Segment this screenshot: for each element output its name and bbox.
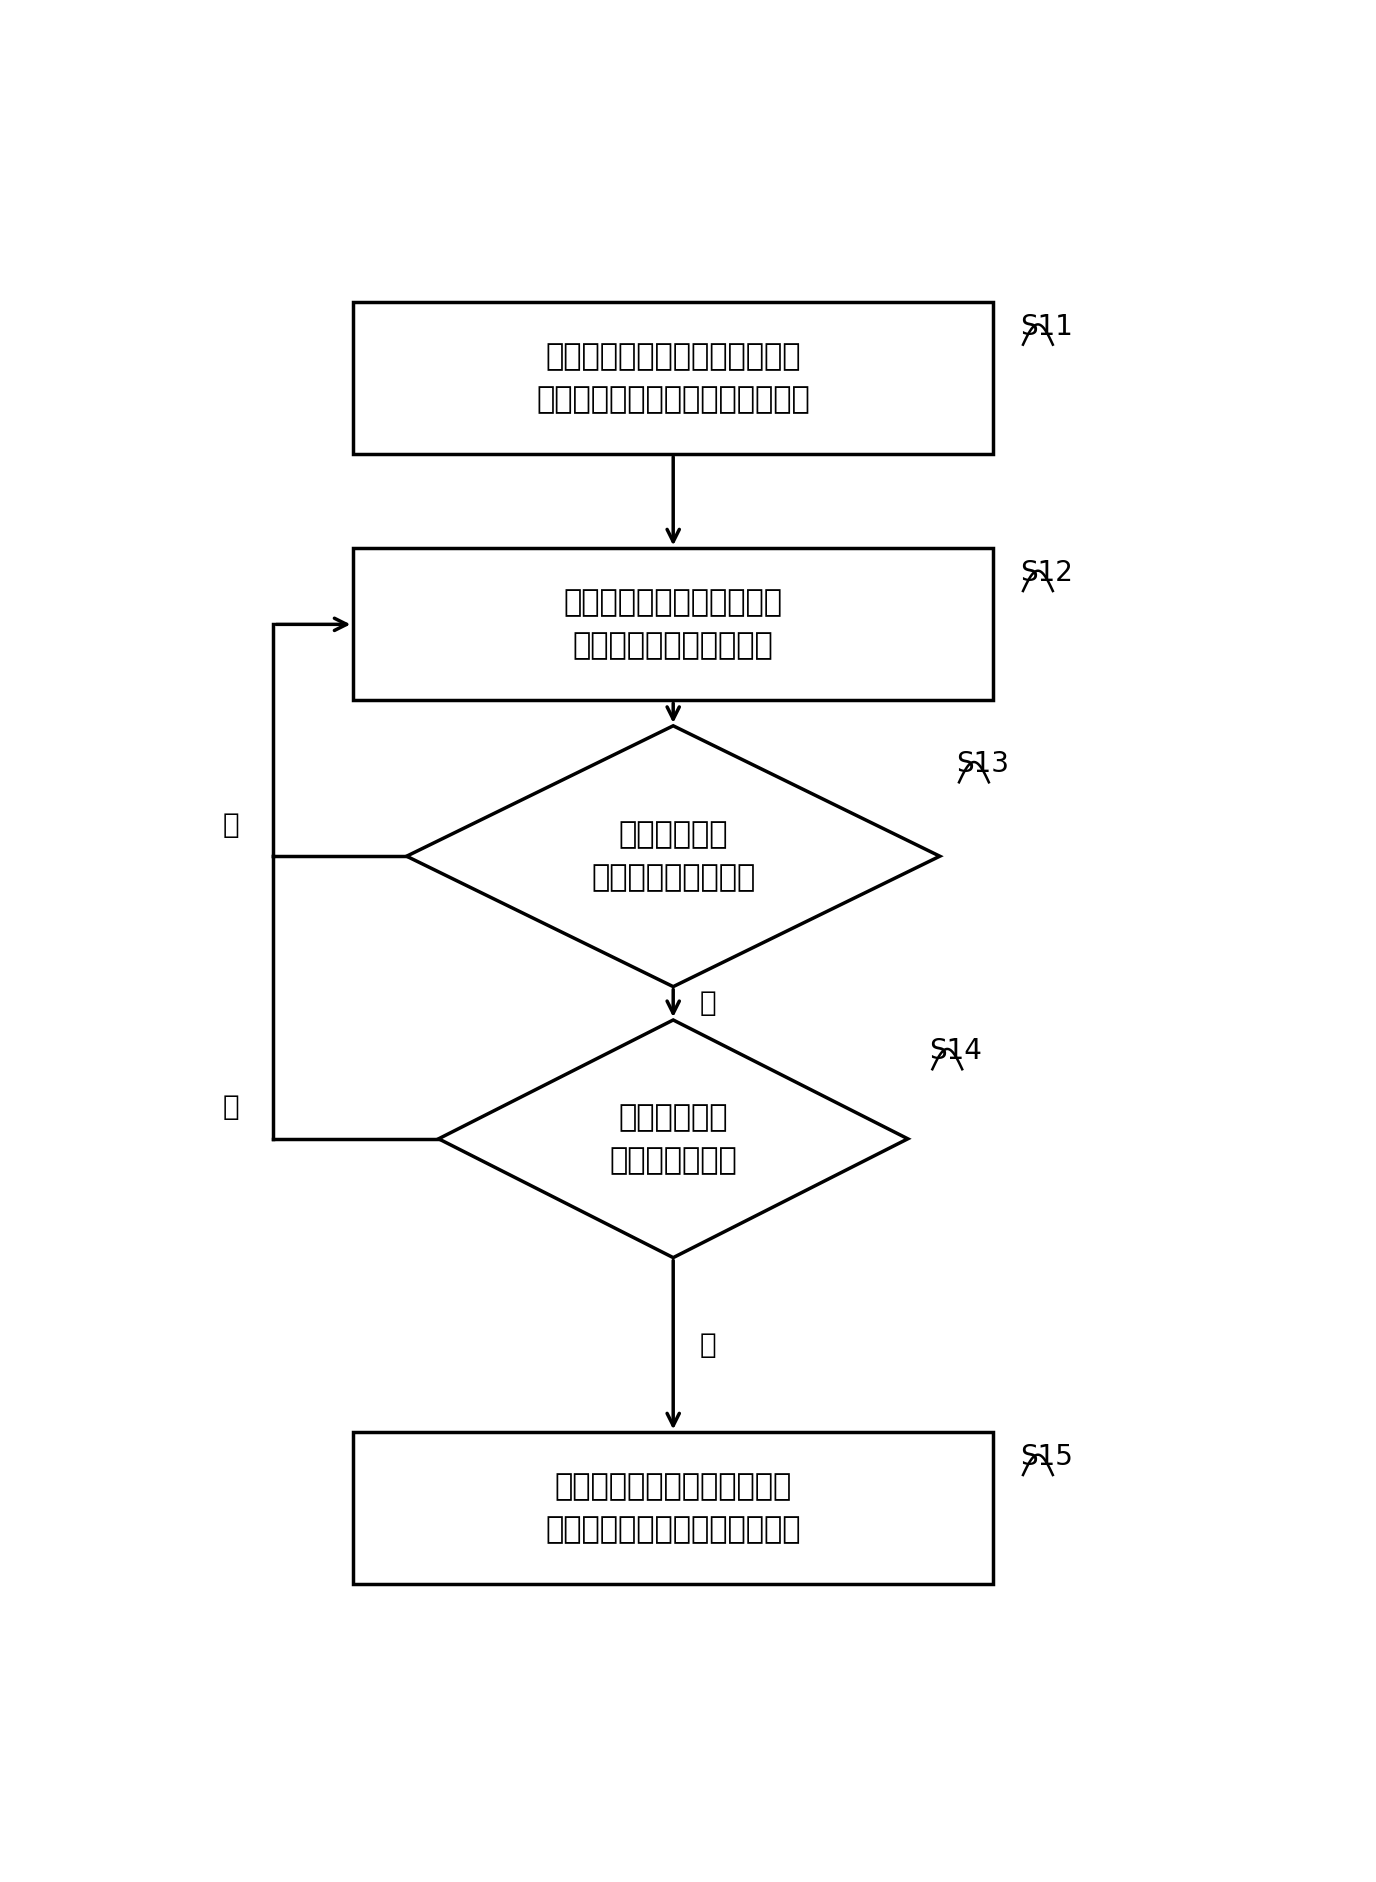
Text: 打开第一网络模式进行工作，
并断开第二网络模式的收发通路: 打开第一网络模式进行工作， 并断开第二网络模式的收发通路 bbox=[545, 1472, 801, 1545]
Text: 终端是否驻留
在第二网络模式: 终端是否驻留 在第二网络模式 bbox=[610, 1103, 738, 1174]
Polygon shape bbox=[407, 726, 940, 986]
Text: S15: S15 bbox=[1020, 1443, 1073, 1472]
Text: 是否能搜索到
第一网络模式接入点: 是否能搜索到 第一网络模式接入点 bbox=[592, 821, 755, 892]
Text: S14: S14 bbox=[929, 1037, 982, 1065]
Text: 否: 否 bbox=[700, 1331, 717, 1359]
Text: S12: S12 bbox=[1020, 559, 1073, 587]
Text: 关闭第一网络模式，并断开
第一网络模式的收发通路: 关闭第一网络模式，并断开 第一网络模式的收发通路 bbox=[564, 589, 783, 661]
Text: 是: 是 bbox=[700, 990, 717, 1018]
Text: S11: S11 bbox=[1020, 312, 1073, 341]
FancyBboxPatch shape bbox=[354, 1432, 993, 1585]
Polygon shape bbox=[439, 1020, 908, 1257]
Text: 是: 是 bbox=[223, 1093, 239, 1122]
Text: 终端上电，其中，所述终端同时
支持第一网络模式和第二网络模式: 终端上电，其中，所述终端同时 支持第一网络模式和第二网络模式 bbox=[537, 343, 810, 414]
Text: S13: S13 bbox=[956, 751, 1009, 779]
Text: 否: 否 bbox=[223, 811, 239, 839]
FancyBboxPatch shape bbox=[354, 301, 993, 454]
FancyBboxPatch shape bbox=[354, 548, 993, 700]
